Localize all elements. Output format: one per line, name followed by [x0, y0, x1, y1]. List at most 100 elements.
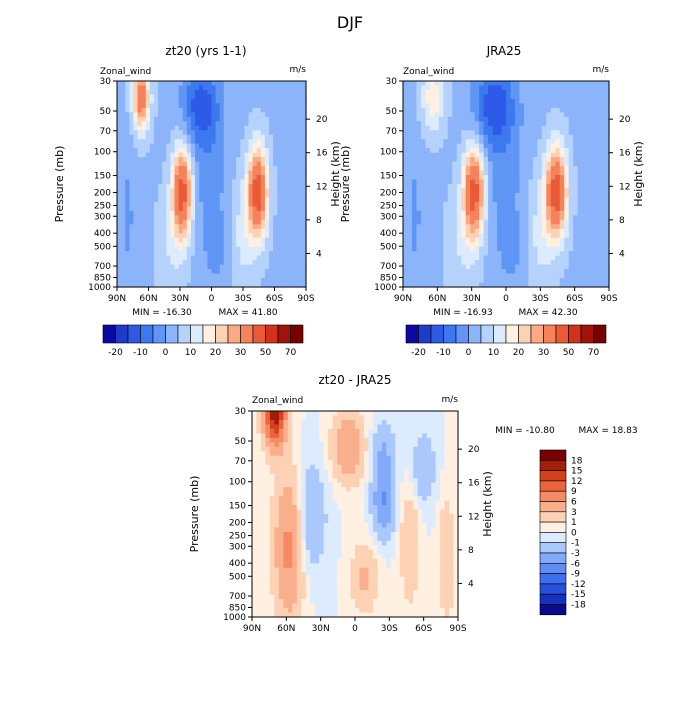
contour-cell [281, 121, 286, 126]
contour-cell [183, 135, 188, 140]
y-axis-title: Pressure (mb) [339, 146, 352, 223]
contour-cell [121, 242, 126, 247]
contour-cell [265, 269, 270, 274]
contour-cell [448, 99, 453, 104]
contour-cell [285, 171, 290, 176]
contour-cell [220, 166, 225, 171]
contour-cell [425, 144, 430, 149]
contour-cell [257, 265, 262, 270]
contour-cell [488, 224, 493, 229]
contour-cell [166, 260, 171, 265]
contour-cell [199, 251, 204, 256]
contour-cell [324, 451, 329, 456]
contour-cell [510, 85, 515, 90]
contour-cell [228, 153, 233, 158]
contour-cell [461, 139, 466, 144]
contour-cell [183, 265, 188, 270]
contour-cell [228, 256, 233, 261]
contour-cell [497, 103, 502, 108]
contour-cell [546, 144, 551, 149]
contour-cell [600, 206, 605, 211]
contour-cell [179, 193, 184, 198]
contour-cell [502, 206, 507, 211]
contour-cell [133, 229, 138, 234]
contour-cell [461, 211, 466, 216]
contour-cell [425, 130, 430, 135]
contour-cell [551, 99, 556, 104]
contour-cell [600, 162, 605, 167]
contour-cell [158, 117, 163, 122]
contour-cell [537, 166, 542, 171]
contour-cell [407, 265, 412, 270]
contour-cell [600, 85, 605, 90]
contour-cell [191, 184, 196, 189]
contour-cell [591, 94, 596, 99]
contour-cell [265, 81, 270, 86]
contour-cell [448, 90, 453, 95]
contour-cell [187, 130, 192, 135]
contour-cell [285, 108, 290, 113]
contour-cell [564, 224, 569, 229]
contour-cell [493, 117, 498, 122]
contour-cell [216, 171, 221, 176]
contour-cell [578, 265, 583, 270]
contour-cell [452, 256, 457, 261]
contour-cell [587, 211, 592, 216]
y-tick-label: 1000 [88, 283, 111, 293]
contour-cell [596, 94, 601, 99]
contour-cell [146, 180, 151, 185]
contour-cell [154, 153, 159, 158]
contour-cell [470, 81, 475, 86]
contour-cell [560, 184, 565, 189]
contour-cell [138, 256, 143, 261]
contour-cell [133, 233, 138, 238]
contour-cell [600, 175, 605, 180]
contour-cell [129, 269, 134, 274]
contour-cell [510, 197, 515, 202]
contour-cell [551, 135, 556, 140]
contour-cell [240, 256, 245, 261]
contour-cell [146, 148, 151, 153]
contour-cell [277, 121, 282, 126]
contour-cell [125, 247, 130, 252]
contour-cell [154, 193, 159, 198]
contour-cell [265, 438, 270, 443]
contour-cell [261, 126, 266, 131]
contour-cell [207, 184, 212, 189]
contour-cell [179, 211, 184, 216]
contour-cell [403, 274, 408, 279]
contour-cell [515, 242, 520, 247]
contour-cell [484, 247, 489, 252]
contour-cell [158, 99, 163, 104]
contour-cell [488, 269, 493, 274]
contour-cell [228, 81, 233, 86]
contour-cell [439, 85, 444, 90]
contour-cell [466, 188, 471, 193]
contour-cell [412, 121, 417, 126]
contour-cell [117, 242, 122, 247]
contour-cell [452, 139, 457, 144]
contour-cell [555, 121, 560, 126]
contour-cell [373, 433, 378, 438]
contour-cell [199, 260, 204, 265]
contour-cell [564, 166, 569, 171]
contour-cell [537, 220, 542, 225]
contour-cell [533, 278, 538, 283]
contour-cell [253, 188, 258, 193]
contour-cell [430, 121, 435, 126]
contour-cell [497, 215, 502, 220]
contour-cell [537, 242, 542, 247]
contour-cell [395, 456, 400, 461]
contour-cell [121, 121, 126, 126]
contour-cell [546, 139, 551, 144]
contour-cell [564, 108, 569, 113]
contour-cell [591, 117, 596, 122]
contour-cell [290, 251, 295, 256]
contour-cell [170, 103, 175, 108]
contour-cell [457, 193, 462, 198]
contour-cell [421, 135, 426, 140]
contour-cell [179, 162, 184, 167]
contour-cell [600, 197, 605, 202]
contour-cell [515, 269, 520, 274]
contour-cell [519, 193, 524, 198]
